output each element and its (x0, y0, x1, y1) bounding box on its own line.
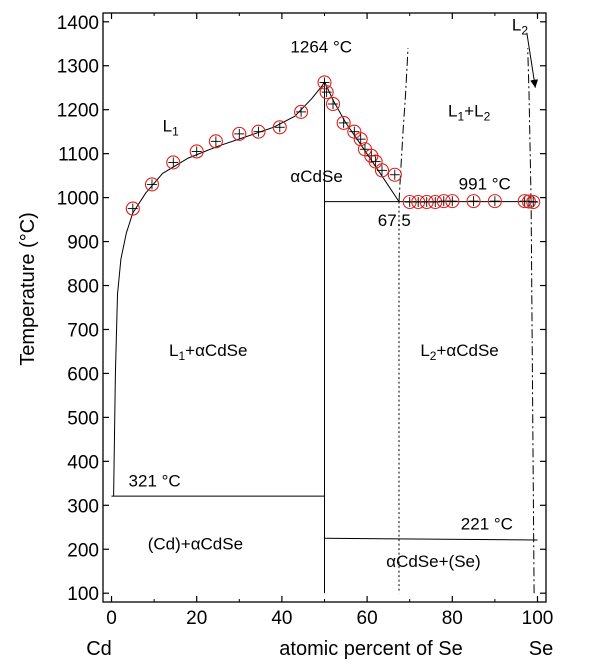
annotations: L1 L1+L2 L2 L1+αCdSe L2+αCdSe αCdSe (Cd)+αCdSe… (129, 16, 529, 571)
y-tick-label: 800 (67, 277, 99, 298)
x-tick-label: 60 (357, 608, 378, 629)
annotation-label: L1 (163, 117, 179, 139)
phase-line-5 (324, 537, 538, 541)
y-tick-label: 1300 (57, 57, 99, 78)
data-point-circle (166, 155, 181, 170)
data-point (294, 104, 309, 119)
data-point (317, 75, 332, 90)
l2-arrow (526, 32, 539, 88)
data-point (368, 154, 383, 169)
y-tick-label: 1200 (57, 101, 99, 122)
data-point (428, 194, 443, 210)
data-point-circle (374, 163, 390, 178)
data-point (445, 194, 460, 209)
y-tick-label: 400 (67, 452, 99, 473)
data-point (319, 85, 334, 100)
y-tick-label: 100 (67, 584, 99, 605)
data-point-circle (294, 104, 309, 119)
data-point-circle (353, 132, 368, 147)
x-tick-label: 40 (271, 608, 292, 629)
y-tick-label: 500 (67, 408, 99, 429)
data-point-circle (466, 194, 481, 209)
data-point-circle (319, 85, 334, 100)
annotation-label: L2+αCdSe (420, 341, 498, 363)
x-tick-label: 100 (522, 608, 554, 629)
data-point-circle (208, 134, 223, 149)
data-point-circle (272, 120, 287, 135)
data-point (336, 115, 351, 130)
annotation-label: αCdSe+(Se) (386, 552, 480, 571)
y-tick-label: 900 (67, 233, 99, 254)
data-point (272, 120, 287, 135)
annotation-label: 1264 °C (290, 38, 352, 57)
data-point (325, 96, 341, 112)
annotation-label: (Cd)+αCdSe (148, 534, 243, 553)
annotation-label: L1+L2 (448, 101, 491, 123)
x-end-label-se: Se (529, 638, 553, 660)
annotation-label: 321 °C (129, 471, 181, 490)
plot-markers (125, 75, 541, 216)
phase-line-7 (527, 48, 535, 594)
data-point-circle (526, 194, 541, 210)
y-axis-label: Temperature (°C) (17, 212, 39, 366)
phase-line-6 (398, 48, 409, 202)
data-point-circle (144, 177, 160, 192)
annotation-label: 67.5 (378, 211, 411, 230)
x-axis-label: atomic percent of Se (279, 638, 462, 660)
data-point (189, 144, 204, 159)
y-tick-label: 1000 (57, 189, 99, 210)
x-tick-label: 20 (186, 608, 207, 629)
data-point-circle (317, 75, 332, 90)
data-point (251, 124, 266, 139)
y-tick-label: 300 (67, 496, 99, 517)
y-tick-label: 1400 (57, 13, 99, 34)
data-point (374, 163, 390, 178)
data-point (487, 194, 502, 209)
y-tick-label: 200 (67, 540, 99, 561)
data-point-circle (251, 124, 266, 139)
data-point-circle (189, 144, 204, 159)
data-point-circle (232, 126, 247, 141)
data-point (387, 167, 402, 182)
y-tick-label: 600 (67, 364, 99, 385)
data-point (125, 201, 140, 216)
data-point (208, 134, 223, 149)
annotation-label: 991 °C (459, 175, 511, 194)
data-point-circle (125, 201, 140, 216)
data-point (353, 132, 368, 147)
annotation-label: L2 (512, 16, 528, 38)
data-point (526, 194, 541, 210)
annotation-label: 221 °C (461, 514, 513, 533)
data-point-circle (387, 167, 402, 182)
data-point (232, 126, 247, 141)
annotation-label: L1+αCdSe (169, 341, 247, 363)
data-point (466, 194, 481, 209)
x-end-label-cd: Cd (86, 638, 112, 660)
data-point (166, 155, 181, 170)
annotation-label: αCdSe (290, 167, 342, 186)
axis-ticks: 0 20 40 60 80 100 100 200 300 400 500 600 700 800 900 1… (57, 13, 554, 629)
x-tick-label: 0 (106, 608, 117, 629)
data-point-circle (336, 115, 351, 130)
data-point-circle (445, 194, 460, 209)
data-point-circle (428, 194, 443, 210)
x-tick-label: 80 (442, 608, 463, 629)
y-tick-label: 700 (67, 320, 99, 341)
data-point-circle (487, 194, 502, 209)
y-tick-label: 1100 (58, 145, 99, 166)
data-point (144, 177, 160, 192)
data-point-circle (325, 96, 341, 112)
